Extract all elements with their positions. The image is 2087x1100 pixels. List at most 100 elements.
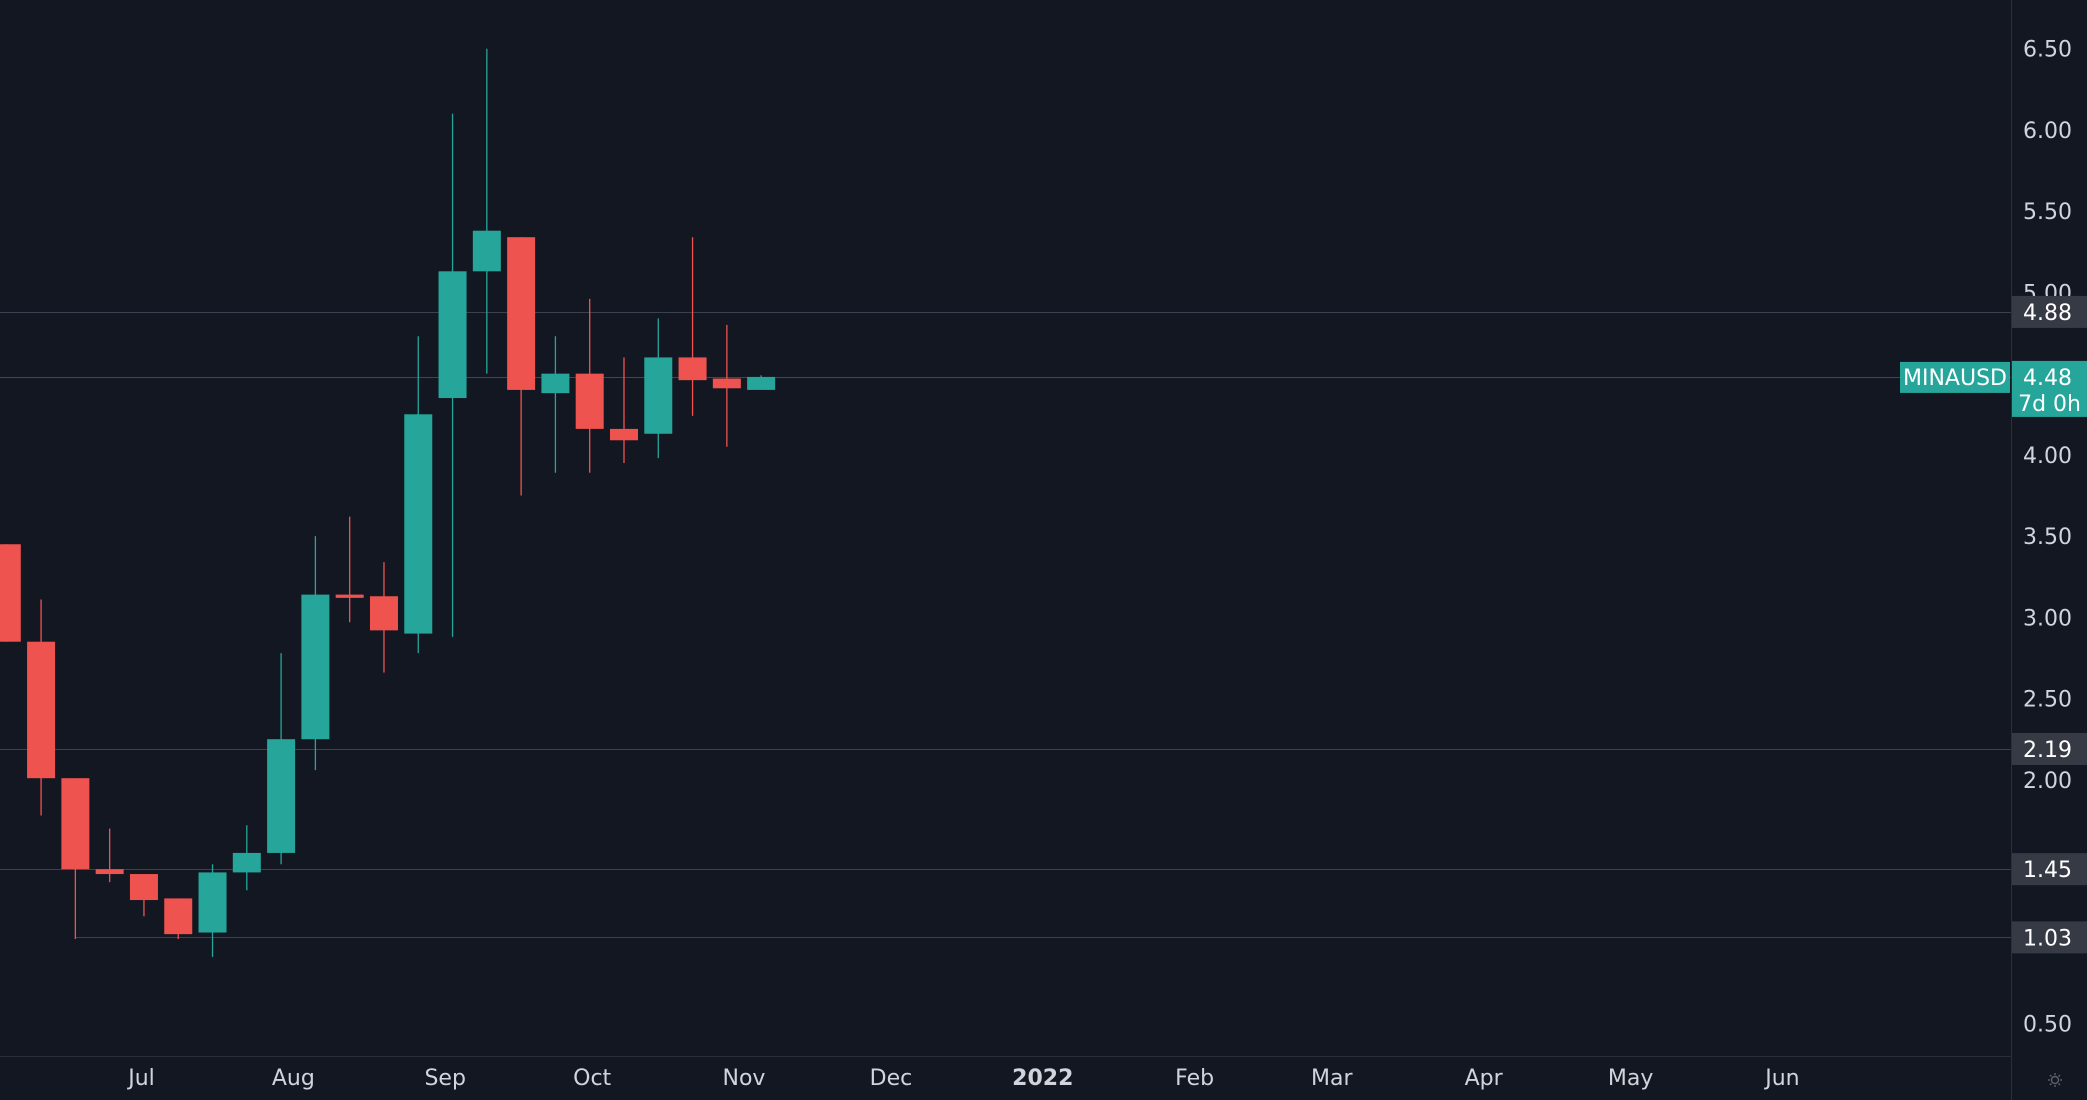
candle-body	[267, 739, 296, 853]
candle-2021-06-07	[27, 599, 56, 816]
time-axis[interactable]	[0, 1056, 2011, 1100]
settings-icon-ray	[2058, 1074, 2061, 1077]
candle-body	[438, 271, 467, 399]
time-axis-ticks: n Jul Aug Sep Oct Nov Dec 2022 Feb Mar Apr May Jun	[0, 1066, 1800, 1091]
candle-2021-09-13	[507, 237, 536, 496]
price-tick-label: 2.50	[2023, 688, 2072, 713]
time-tick-label: Feb	[1175, 1066, 1214, 1091]
candle-body	[61, 778, 90, 870]
level-label-bg	[2012, 853, 2087, 886]
candle-body	[335, 594, 364, 598]
symbol-tag-bg	[1900, 361, 2010, 393]
price-tick-label: 3.50	[2023, 525, 2072, 550]
time-tick-label: Oct	[573, 1066, 611, 1091]
current-price-text: 4.48	[2023, 366, 2072, 391]
candle-2021-09-06	[472, 48, 501, 374]
settings-icon-ray	[2058, 1083, 2061, 1086]
candle-2021-08-09	[335, 516, 364, 623]
time-tick-label: Jun	[1763, 1066, 1799, 1091]
time-tick-label: May	[1608, 1066, 1653, 1091]
candle-2021-07-05	[164, 898, 193, 940]
level-label-text: 2.19	[2023, 738, 2072, 763]
candle-body	[301, 594, 330, 740]
candle-body	[198, 872, 227, 933]
level-label-bg	[2012, 732, 2087, 765]
time-tick-label: n	[0, 1066, 2, 1091]
level-label-1.03: 1.03	[2012, 921, 2087, 954]
candle-2021-06-28	[129, 874, 158, 917]
current-price-tag-bg	[2012, 360, 2087, 417]
candle-2021-05-31	[0, 544, 21, 642]
candle-body	[0, 544, 21, 642]
level-label-text: 4.88	[2023, 301, 2072, 326]
time-tick-label: Jul	[126, 1066, 155, 1091]
level-labels: 4.88 2.19 1.45 1.03	[2012, 295, 2087, 954]
candle-2021-08-02	[301, 536, 330, 771]
candle-body	[575, 373, 604, 429]
settings-icon-ray	[2049, 1074, 2052, 1077]
candle-2021-09-27	[575, 298, 604, 473]
price-tick-label: 4.00	[2023, 444, 2072, 469]
candle-body	[507, 237, 536, 390]
candle-2021-10-11	[644, 318, 673, 459]
candle-2021-06-21	[95, 828, 124, 883]
time-tick-label: Dec	[870, 1066, 913, 1091]
settings-icon-ray	[2049, 1083, 2052, 1086]
candle-body	[678, 357, 707, 381]
candle-2021-11-01	[747, 375, 776, 390]
candle-body	[644, 357, 673, 434]
candle-body	[472, 230, 501, 272]
level-label-bg	[2012, 921, 2087, 954]
candle-body	[164, 898, 193, 935]
candle-body	[232, 852, 261, 873]
price-tick-label: 3.00	[2023, 606, 2072, 631]
price-tick-label: 2.00	[2023, 769, 2072, 794]
candle-body	[129, 874, 158, 901]
time-tick-label: 2022	[1012, 1066, 1073, 1091]
candle-2021-10-25	[712, 324, 741, 447]
price-tick-label: 0.50	[2023, 1013, 2072, 1038]
price-tick-label: 6.50	[2023, 38, 2072, 63]
level-label-text: 1.45	[2023, 858, 2072, 883]
level-label-4.88: 4.88	[2012, 295, 2087, 328]
symbol-tag: MINAUSD	[1900, 361, 2010, 393]
time-tick-label: Nov	[723, 1066, 766, 1091]
horizontal-levels	[0, 312, 2011, 938]
level-label-2.19: 2.19	[2012, 732, 2087, 765]
candle-body	[609, 428, 638, 441]
symbol-tag-text: MINAUSD	[1903, 366, 2007, 391]
candle-2021-08-23	[404, 336, 433, 654]
time-tick-label: Apr	[1465, 1066, 1504, 1091]
candle-2021-08-30	[438, 113, 467, 637]
price-tick-label: 5.50	[2023, 200, 2072, 225]
level-label-text: 1.03	[2023, 926, 2072, 951]
candle-2021-07-26	[267, 653, 296, 865]
candle-body	[712, 378, 741, 389]
countdown-text: 7d 0h	[2018, 392, 2081, 417]
level-label-1.45: 1.45	[2012, 853, 2087, 886]
time-tick-label: Aug	[272, 1066, 315, 1091]
price-tick-label: 6.00	[2023, 119, 2072, 144]
candle-body	[404, 414, 433, 634]
candle-body	[541, 373, 570, 394]
level-label-bg	[2012, 295, 2087, 328]
settings-icon	[2048, 1073, 2062, 1087]
candle-2021-06-14	[61, 778, 90, 940]
candle-2021-10-18	[678, 237, 707, 416]
candle-body	[95, 869, 124, 875]
axis-corner[interactable]	[2048, 1073, 2062, 1087]
candle-2021-09-20	[541, 336, 570, 473]
candle-2021-07-12	[198, 864, 227, 957]
time-tick-label: Sep	[424, 1066, 465, 1091]
candle-body	[27, 641, 56, 779]
candle-body	[747, 376, 776, 390]
candle-2021-07-19	[232, 825, 261, 891]
candle-2021-10-04	[609, 357, 638, 464]
candle-body	[369, 596, 398, 631]
candles	[0, 48, 776, 957]
settings-icon-core	[2050, 1075, 2060, 1085]
